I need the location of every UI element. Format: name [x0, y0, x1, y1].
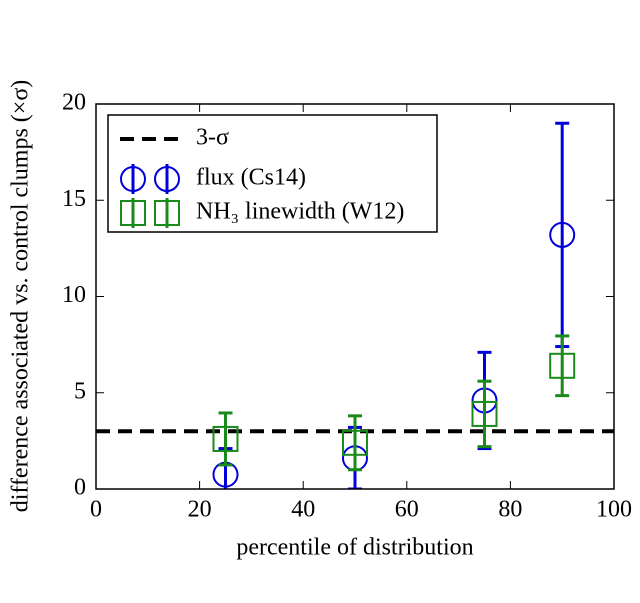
legend-swatch: [120, 166, 146, 192]
legend: 3-σ flux (Cs14) NH₃ linewidth (W12): [107, 114, 438, 233]
legend-label: NH₃ linewidth (W12): [196, 199, 404, 225]
y-tick-label: 5: [74, 378, 86, 404]
y-tick-label: 0: [74, 475, 86, 501]
x-axis-label: percentile of distribution: [236, 535, 473, 561]
legend-swatch: [154, 200, 180, 226]
x-tick-label: 100: [596, 497, 632, 523]
y-tick-label: 10: [62, 282, 86, 308]
y-tick-label: 15: [62, 186, 86, 212]
x-tick-label: 80: [498, 497, 522, 523]
legend-label: flux (Cs14): [196, 165, 306, 191]
axes-frame: [95, 103, 615, 490]
data-point: [549, 352, 576, 379]
data-point: [549, 221, 576, 248]
x-tick-label: 60: [395, 497, 419, 523]
y-tick-label: 20: [62, 90, 86, 116]
data-point: [212, 425, 239, 452]
legend-label: 3-σ: [196, 125, 229, 151]
x-tick-label: 20: [188, 497, 212, 523]
y-axis-label: difference associated vs. control clumps…: [8, 80, 34, 513]
legend-swatch: [154, 166, 180, 192]
data-point: [471, 400, 498, 427]
legend-swatch: [120, 200, 146, 226]
legend-box: [107, 114, 438, 233]
plot-area: [96, 121, 614, 489]
data-point: [342, 429, 368, 456]
x-tick-label: 40: [291, 497, 315, 523]
x-tick-label: 0: [90, 497, 102, 523]
